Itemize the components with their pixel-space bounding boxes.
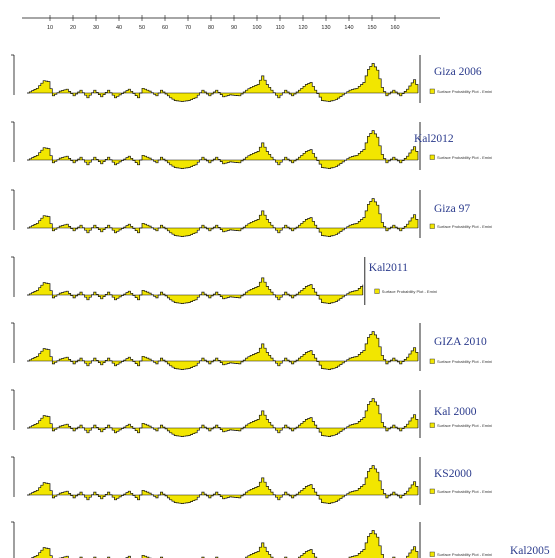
series-name-label: Kal2005 — [510, 545, 550, 557]
legend-swatch — [429, 358, 435, 364]
x-tick-label: 90 — [231, 25, 237, 31]
panel: Kal2011 Surface Probability Plot - Emini — [11, 256, 437, 305]
surface-probability-area — [27, 130, 419, 169]
panels: Giza 2006 Surface Probability Plot - Emin… — [11, 54, 550, 558]
legend-swatch — [429, 488, 435, 494]
x-tick-label: 130 — [321, 25, 330, 31]
legend-label: Surface Probability Plot - Emini — [437, 89, 492, 94]
surface-probability-area — [27, 277, 364, 304]
series-name-label: Giza 2006 — [434, 66, 482, 78]
series-name-label: Kal 2000 — [434, 406, 477, 418]
y-axis-bracket — [11, 189, 15, 230]
legend-label: Surface Probability Plot - Emini — [437, 224, 492, 229]
series-name-label: Giza 97 — [434, 203, 470, 215]
x-tick-label: 100 — [252, 25, 261, 31]
series-name-label: GIZA 2010 — [434, 336, 487, 348]
surface-probability-area — [27, 331, 419, 370]
legend-label: Surface Probability Plot - Emini — [437, 155, 492, 160]
x-tick-label: 80 — [208, 25, 214, 31]
legend-swatch — [429, 154, 435, 160]
series-name-label: KS2000 — [434, 468, 472, 480]
legend-swatch — [429, 422, 435, 428]
legend-swatch — [429, 551, 435, 557]
panel: KS2000 Surface Probability Plot - Emini — [11, 456, 492, 505]
panel: GIZA 2010 Surface Probability Plot - Emin… — [11, 322, 492, 371]
series-name-label: Kal2012 — [414, 133, 454, 145]
legend-swatch — [374, 288, 380, 294]
legend-label: Surface Probability Plot - Emini — [382, 289, 437, 294]
x-tick-label: 70 — [185, 25, 191, 31]
panel: Giza 2006 Surface Probability Plot - Emin… — [11, 54, 492, 103]
y-axis-bracket — [11, 389, 15, 430]
legend-label: Surface Probability Plot - Emini — [437, 359, 492, 364]
panel: Kal2012 Surface Probability Plot - Emini — [11, 121, 492, 170]
y-axis-bracket — [11, 521, 15, 558]
surface-probability-area — [27, 465, 419, 504]
surface-probability-area — [31, 530, 419, 558]
panel: Kal2005 Surface Probability Plot - Emini — [11, 521, 550, 558]
legend-label: Surface Probability Plot - Emini — [437, 489, 492, 494]
legend-label: Surface Probability Plot - Emini — [437, 552, 492, 557]
x-tick-label: 20 — [70, 25, 76, 31]
surface-probability-area — [27, 198, 419, 237]
x-tick-label: 150 — [367, 25, 376, 31]
y-axis-bracket — [11, 121, 15, 162]
x-tick-label: 120 — [298, 25, 307, 31]
y-axis-bracket — [11, 54, 15, 95]
surface-probability-area — [27, 63, 419, 102]
x-tick-label: 110 — [276, 25, 285, 31]
y-axis-bracket — [11, 456, 15, 497]
x-tick-label: 40 — [116, 25, 122, 31]
y-axis-bracket — [11, 322, 15, 363]
legend-swatch — [429, 88, 435, 94]
panel: Kal 2000 Surface Probability Plot - Emini — [11, 389, 492, 438]
y-axis-bracket — [11, 256, 15, 297]
panel: Giza 97 Surface Probability Plot - Emini — [11, 189, 492, 238]
x-tick-label: 50 — [139, 25, 145, 31]
legend-label: Surface Probability Plot - Emini — [437, 423, 492, 428]
surface-probability-area — [27, 398, 419, 437]
x-tick-label: 60 — [162, 25, 168, 31]
x-tick-label: 30 — [93, 25, 99, 31]
x-axis: 10 20 30 40 50 60 70 80 90 100 110 120 130 140 150 160 — [22, 15, 440, 31]
series-name-label: Kal2011 — [369, 262, 408, 274]
legend-swatch — [429, 223, 435, 229]
x-tick-label: 160 — [390, 25, 399, 31]
x-tick-label: 10 — [47, 25, 53, 31]
x-tick-label: 140 — [344, 25, 353, 31]
